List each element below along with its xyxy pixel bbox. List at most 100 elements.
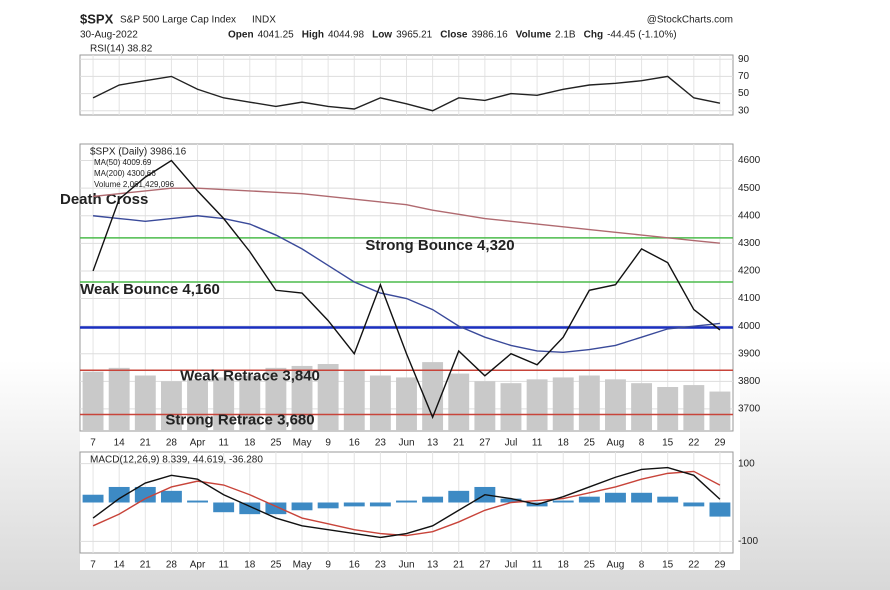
histogram-bar [187, 500, 208, 503]
y-tick-label: -100 [738, 536, 758, 547]
x-tick-label: Aug [607, 438, 625, 449]
quote-value: -44.45 (-1.10%) [607, 30, 676, 41]
panel-bg [80, 440, 740, 570]
source: @StockCharts.com [647, 15, 733, 26]
quote-label: Chg [584, 30, 603, 41]
x-tick-label: 25 [584, 560, 596, 571]
y-tick-label: 4300 [738, 238, 761, 249]
series-line [92, 215, 721, 354]
y-tick-label: 4400 [738, 210, 761, 221]
x-tick-label: 8 [639, 438, 645, 449]
histogram-bar [605, 492, 626, 503]
x-tick-label: 21 [453, 438, 465, 449]
panel-title: RSI(14) 38.82 [90, 44, 153, 55]
x-tick-label: 11 [218, 438, 229, 449]
histogram-bar [108, 486, 130, 503]
y-tick-label: 3900 [738, 348, 761, 359]
quote-label: Close [440, 30, 468, 41]
volume-bar [265, 367, 287, 431]
histogram-bar [265, 502, 287, 515]
series-line [92, 470, 721, 537]
x-tick-label: 14 [114, 560, 126, 571]
level-label: Weak Bounce 4,160 [80, 281, 220, 298]
volume-bar [552, 377, 574, 431]
level-label: Weak Retrace 3,840 [180, 367, 320, 384]
x-tick-label: 25 [270, 560, 282, 571]
panel-bg [80, 40, 740, 440]
y-tick-label: 100 [738, 458, 755, 469]
x-tick-label: 29 [714, 560, 726, 571]
volume-bar [683, 385, 705, 431]
x-tick-label: 13 [427, 438, 439, 449]
quote-label: High [302, 30, 324, 41]
histogram-bar [239, 502, 261, 515]
volume-bar [657, 386, 679, 431]
x-tick-label: 27 [479, 438, 491, 449]
volume-bar [605, 379, 626, 431]
x-tick-label: Apr [190, 560, 206, 571]
series-line [92, 466, 721, 539]
histogram-bar [709, 502, 731, 517]
y-tick-label: 3700 [738, 404, 761, 415]
x-tick-label: 8 [639, 560, 645, 571]
histogram-bar [369, 502, 391, 507]
histogram-bar [396, 500, 417, 503]
x-tick-label: 18 [244, 560, 256, 571]
x-tick-label: 15 [662, 438, 674, 449]
volume-bar [134, 375, 156, 431]
volume-bar [422, 362, 444, 431]
volume-bar [317, 364, 339, 431]
x-tick-label: 14 [114, 438, 126, 449]
series-line [92, 159, 721, 420]
volume-bar [239, 375, 261, 431]
x-tick-label: 28 [166, 438, 178, 449]
x-tick-label: Jun [398, 438, 414, 449]
x-tick-label: Jul [505, 438, 518, 449]
x-tick-label: 22 [688, 438, 700, 449]
legend-entry: MA(200) 4300.66 [94, 169, 156, 178]
x-tick-label: May [293, 560, 312, 571]
histogram-bar [213, 502, 235, 513]
quote-value: 4041.25 [258, 30, 295, 41]
y-tick-label: 4000 [738, 321, 761, 332]
legend-entry: MA(50) 4009.69 [94, 158, 152, 167]
x-tick-label: 22 [688, 560, 700, 571]
y-tick-label: 4200 [738, 266, 761, 277]
x-tick-label: 16 [349, 560, 361, 571]
volume-bar [82, 371, 104, 431]
histogram-bar [657, 496, 679, 503]
volume-bar [474, 381, 496, 431]
x-tick-label: 27 [479, 560, 491, 571]
level-label: Strong Bounce 4,320 [365, 237, 514, 254]
level-label: Strong Retrace 3,680 [165, 411, 314, 428]
x-tick-label: 21 [140, 560, 152, 571]
volume-bar [709, 391, 731, 431]
x-tick-label: Apr [190, 438, 206, 449]
legend-entry: Volume 2,061,429,096 [94, 180, 175, 189]
x-tick-label: Jun [398, 560, 414, 571]
quote-value: 4044.98 [328, 30, 365, 41]
volume-bar [369, 375, 391, 431]
x-tick-label: 11 [218, 560, 229, 571]
symbol: $SPX [80, 11, 114, 26]
x-tick-label: Aug [607, 560, 625, 571]
x-tick-label: 23 [375, 438, 387, 449]
histogram-bar [631, 492, 653, 503]
volume-bar [187, 379, 208, 431]
histogram-bar [500, 498, 522, 503]
histogram-bar [578, 496, 600, 503]
histogram-bar [343, 502, 365, 507]
x-tick-label: 9 [325, 438, 331, 449]
volume-bar [160, 381, 182, 431]
histogram-bar [683, 502, 705, 507]
volume-bar [631, 383, 653, 431]
x-tick-label: 28 [166, 560, 178, 571]
histogram-bar [317, 502, 339, 509]
panel-title: $SPX (Daily) 3986.16 [90, 147, 187, 158]
series-line [92, 187, 721, 244]
histogram-bar [82, 494, 104, 503]
x-tick-label: 7 [90, 438, 96, 449]
histogram-bar [160, 490, 182, 503]
